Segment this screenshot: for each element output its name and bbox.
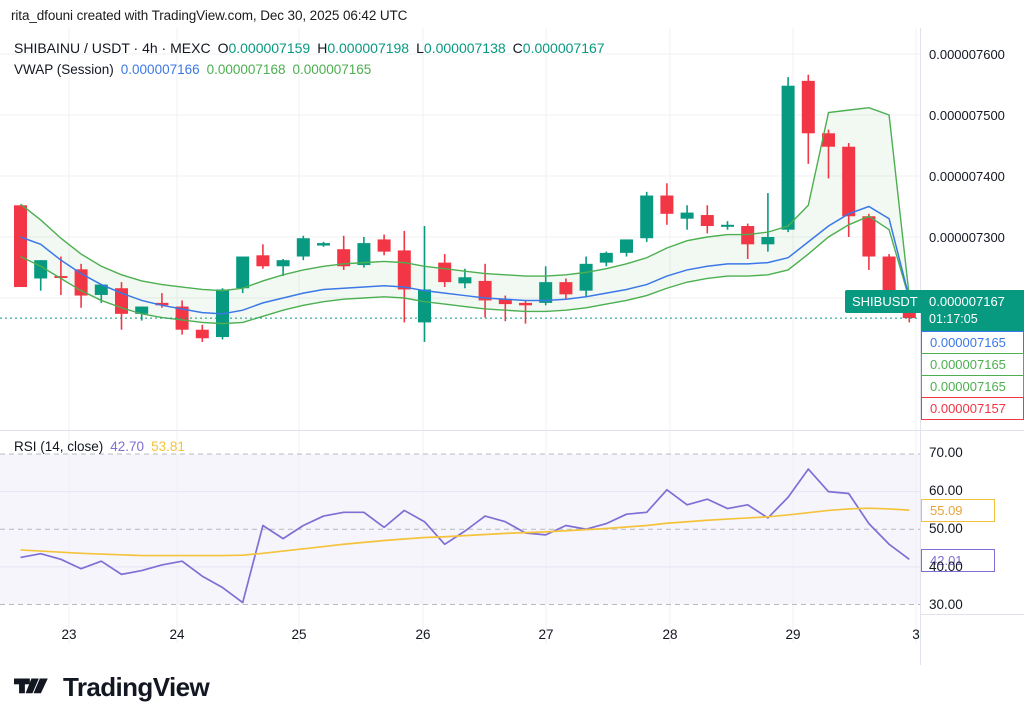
rsi-chart-svg <box>0 431 920 643</box>
chart-frame[interactable]: SHIBAINU / USDT · 4h · MEXC O0.000007159 H… <box>0 28 1024 665</box>
symbol-price-tag[interactable]: SHIBUSDT <box>845 290 925 313</box>
time-tick-1: 24 <box>169 627 185 642</box>
rsi-tick-3: 40.00 <box>929 559 963 574</box>
attribution-text: rita_dfouni created with TradingView.com… <box>11 8 408 23</box>
tradingview-wordmark: TradingView <box>63 672 210 702</box>
vwap-lower-badge[interactable]: 0.000007165 <box>921 375 1024 398</box>
rsi-value-badge[interactable]: 42.01 <box>921 549 995 572</box>
time-tick-3: 26 <box>415 627 431 642</box>
rsi-pane[interactable]: RSI (14, close) 42.70 53.81 <box>0 431 920 643</box>
current-price-value: 0.000007167 <box>929 294 1005 309</box>
rsi-tick-4: 30.00 <box>929 597 963 612</box>
tradingview-logo-icon <box>14 678 48 693</box>
price-tick-2: 0.000007400 <box>929 169 1005 184</box>
time-tick-7: 3 <box>912 627 920 642</box>
countdown-timer: 01:17:05 <box>929 312 978 326</box>
price-tick-3: 0.000007300 <box>929 230 1005 245</box>
price-axis[interactable]: 0.000007600 0.000007500 0.000007400 0.00… <box>921 28 1024 612</box>
rsi-tick-1: 60.00 <box>929 483 963 498</box>
pane-separator <box>0 430 1024 431</box>
vwap-upper-badge[interactable]: 0.000007165 <box>921 353 1024 376</box>
time-tick-2: 25 <box>291 627 307 642</box>
time-tick-0: 23 <box>61 627 77 642</box>
rsi-tick-2: 50.00 <box>929 521 963 536</box>
rsi-tick-0: 70.00 <box>929 445 963 460</box>
time-tick-4: 27 <box>538 627 554 642</box>
price-tick-0: 0.000007600 <box>929 47 1005 62</box>
price-pane[interactable] <box>0 28 920 430</box>
price-tick-1: 0.000007500 <box>929 108 1005 123</box>
time-axis[interactable]: 23 24 25 26 27 28 29 3 <box>0 615 920 665</box>
current-price-badge[interactable]: 0.000007167 01:17:05 <box>921 290 1024 331</box>
axis-separator <box>920 28 921 665</box>
rsi-ma-badge[interactable]: 55.09 <box>921 499 995 522</box>
time-tick-6: 29 <box>785 627 801 642</box>
tradingview-footer[interactable]: TradingView <box>14 672 210 703</box>
price-chart-svg <box>0 28 920 430</box>
time-tick-5: 28 <box>662 627 678 642</box>
vwap-price-badge[interactable]: 0.000007165 <box>921 331 1024 354</box>
vwap-dev-badge[interactable]: 0.000007157 <box>921 397 1024 420</box>
